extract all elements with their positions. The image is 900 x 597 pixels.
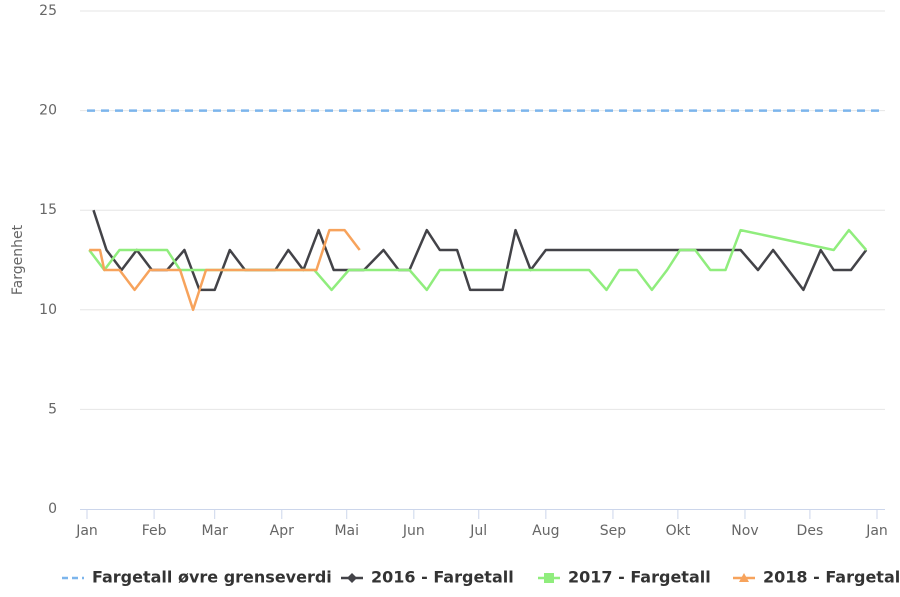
- legend-marker: [544, 573, 554, 583]
- legend-label: 2016 - Fargetall: [371, 568, 514, 587]
- x-tick-label: Jan: [75, 523, 98, 539]
- x-tick-label: Aug: [532, 523, 559, 539]
- y-tick-label: 10: [39, 302, 57, 318]
- x-tick-label: Sep: [600, 523, 627, 539]
- series-line: [88, 228, 868, 292]
- x-tick-label: Nov: [731, 523, 758, 539]
- legend-marker: [347, 573, 357, 583]
- legend-label: 2017 - Fargetall: [568, 568, 711, 587]
- legend-label: 2018 - Fargetall: [763, 568, 900, 587]
- legend-label: Fargetall øvre grenseverdi: [92, 568, 332, 587]
- x-tick-label: Jun: [402, 523, 425, 539]
- x-tick-label: Okt: [666, 523, 691, 539]
- y-tick-label: 20: [39, 103, 57, 119]
- y-tick-label: 25: [39, 3, 57, 19]
- x-tick-label: Jan: [865, 523, 888, 539]
- y-tick-label: 5: [48, 401, 57, 417]
- series-line: [92, 209, 868, 292]
- x-tick-label: Apr: [270, 523, 294, 539]
- x-tick-label: Mai: [334, 523, 359, 539]
- legend-marker: [739, 573, 749, 582]
- y-axis-label: Fargenhet: [10, 224, 26, 295]
- y-tick-label: 0: [48, 501, 57, 517]
- x-tick-label: Feb: [142, 523, 167, 539]
- x-tick-label: Mar: [201, 523, 228, 539]
- x-tick-label: Des: [797, 523, 824, 539]
- y-tick-label: 15: [39, 202, 57, 218]
- series-line: [89, 228, 361, 312]
- x-tick-label: Jul: [469, 523, 487, 539]
